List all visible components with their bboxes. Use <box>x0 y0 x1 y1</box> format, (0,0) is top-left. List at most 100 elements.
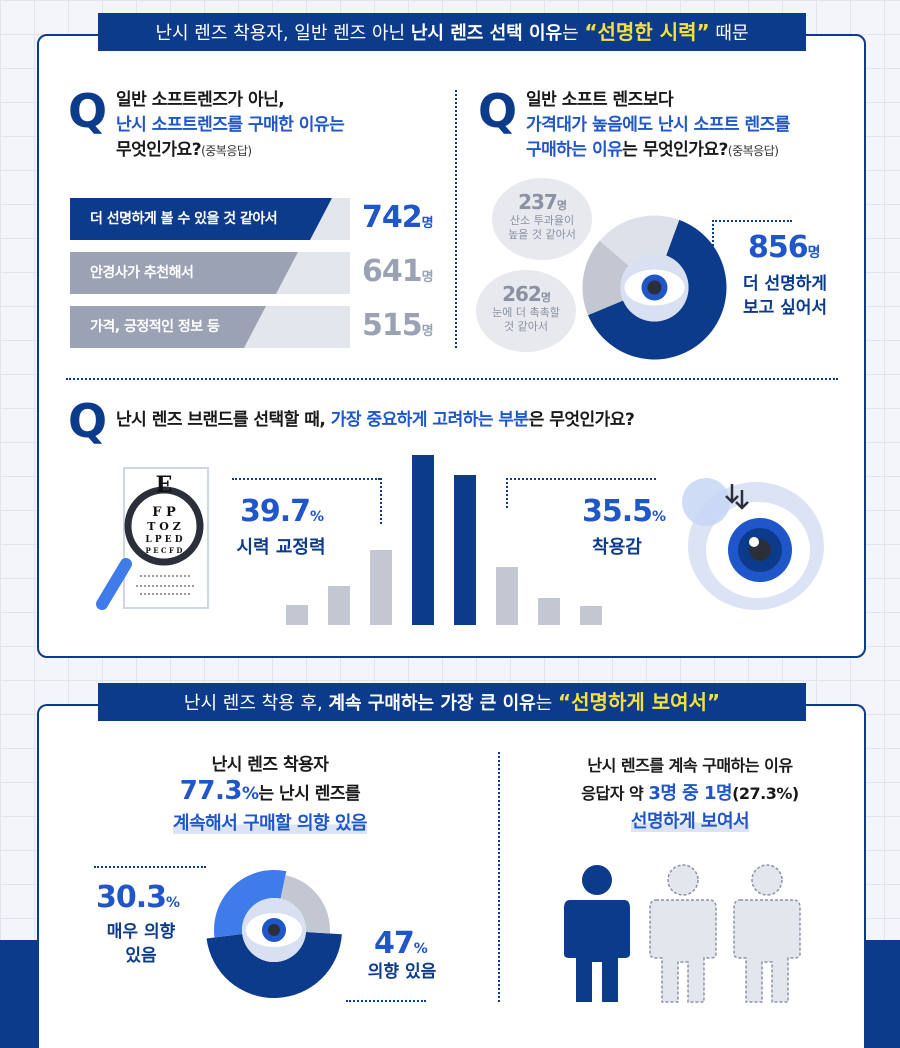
q3-bar-chart <box>286 455 602 625</box>
q1-question: 일반 소프트렌즈가 아닌, 난시 소프트렌즈를 구매한 이유는 무엇인가요?(중… <box>116 88 345 164</box>
eye-chart-row5: P E C F D <box>146 546 183 555</box>
section2-left-line3: 계속해서 구매할 의향 있음 <box>173 813 367 834</box>
q3-right-caption: 착용감 <box>592 537 642 558</box>
person-icon-outline <box>649 864 717 1003</box>
banner2-bold: 계속 구매하는 가장 큰 이유 <box>328 693 536 714</box>
section2-right-line3: 선명하게 보여서 <box>630 811 750 832</box>
eye-chart-magnifier-icon: E F P T O Z L P E D P E C F D <box>96 467 209 610</box>
banner-2: 난시 렌즈 착용 후, 계속 구매하는 가장 큰 이유는 “선명하게 보여서” <box>98 683 806 721</box>
q3-bar <box>412 455 434 625</box>
q1-bar-2-shape <box>70 252 350 294</box>
section2-left-headline: 난시 렌즈 착용자 77.3%는 난시 렌즈를 계속해서 구매할 의향 있음 <box>120 752 420 837</box>
q3-bar <box>328 586 350 625</box>
q1-bar-1: 더 선명하게 볼 수 있을 것 같아서 <box>70 198 350 240</box>
banner2-mid: 는 <box>535 693 553 714</box>
q2-main-caption: 더 선명하게 보고 싶어서 <box>742 274 828 318</box>
divider-horizontal-1 <box>66 378 838 380</box>
divider-vertical-1 <box>455 90 457 348</box>
q1-bar-2: 안경사가 추천해서 <box>70 252 350 294</box>
banner1-prefix: 난시 렌즈 착용자, 일반 렌즈 아닌 <box>155 23 406 44</box>
q2-line3b: 는 무엇인가요? <box>622 140 728 160</box>
q2-leader-h <box>712 220 792 222</box>
bubble-oxygen-desc2: 높을 것 같아서 <box>508 228 576 241</box>
q3-bar <box>454 475 476 625</box>
person-icon-filled <box>564 865 630 1002</box>
q1-value-2: 641명 <box>362 254 434 289</box>
section2-donut-chart <box>206 870 342 998</box>
q3-question: 난시 렌즈 브랜드를 선택할 때, 가장 중요하게 고려하는 부분은 무엇인가요… <box>116 410 635 430</box>
q3-bar <box>370 550 392 625</box>
bubble-oxygen: 237명 산소 투과율이 높을 것 같아서 <box>492 178 592 260</box>
bubble-oxygen-value: 237 <box>518 190 558 214</box>
q3-leader-right-h <box>506 478 656 480</box>
banner2-highlight: “선명하게 보여서” <box>558 690 721 714</box>
divider-vertical-2 <box>498 752 500 1002</box>
q3-bar <box>538 598 560 625</box>
section2-pie-right-value: 47% <box>374 926 428 961</box>
bubble-moist: 262명 눈에 더 촉촉할 것 같아서 <box>476 270 576 352</box>
q2-question: 일반 소프트 렌즈보다 가격대가 높음에도 난시 소프트 렌즈를 구매하는 이유… <box>526 88 790 164</box>
q2-donut-slice <box>599 215 680 266</box>
section2-pie-left-value: 30.3% <box>96 880 180 915</box>
s2-leader-right-h <box>346 1000 426 1002</box>
eye-chart-row2: F P <box>152 505 176 520</box>
section2-pie-right-caption: 의향 있음 <box>367 962 437 982</box>
q1-note: (중복응답) <box>201 144 252 158</box>
q1-value-1: 742명 <box>362 200 434 235</box>
q1-line1: 일반 소프트렌즈가 아닌, <box>116 90 285 110</box>
q1-bar-3-shape <box>70 306 350 348</box>
section2-left-line1: 난시 렌즈 착용자 <box>211 755 329 775</box>
eye-chart-row3: T O Z <box>147 520 180 533</box>
q3-leader-left-v <box>380 478 382 524</box>
survey-card-2 <box>37 704 866 1048</box>
q3-leader-left-h <box>232 478 380 480</box>
q1-value-3: 515명 <box>362 308 434 343</box>
bubble-moist-value: 262 <box>502 282 542 306</box>
section2-donut-slice <box>280 875 330 934</box>
q3-bar <box>286 605 308 625</box>
section2-donut-slice <box>206 932 342 998</box>
q1-bar-1-label: 더 선명하게 볼 수 있을 것 같아서 <box>90 211 278 227</box>
q1-line2: 난시 소프트렌즈를 구매한 이유는 <box>116 115 345 135</box>
q2-donut-slice <box>587 219 727 360</box>
q2-note: (중복응답) <box>727 144 779 158</box>
q2-eye-pupil <box>647 280 662 295</box>
person-icon-outline <box>733 864 801 1003</box>
q2-line3a: 구매하는 이유 <box>526 140 623 160</box>
q1-bar-1-shape <box>70 198 350 240</box>
section2-donut-slice <box>214 870 287 938</box>
eye-chart-row4: L P E D <box>145 535 182 545</box>
s2-leader-left-h <box>94 866 206 868</box>
q2-line2: 가격대가 높음에도 난시 소프트 렌즈를 <box>526 115 790 135</box>
eye-chart-row1: E <box>156 472 173 498</box>
section2-right-headline: 난시 렌즈를 계속 구매하는 이유 응답자 약 3명 중 1명(27.3%) 선… <box>520 752 860 836</box>
q1-bar-3: 가격, 긍정적인 정보 등 <box>70 306 350 348</box>
banner1-bold: 난시 렌즈 선택 이유 <box>410 23 563 44</box>
q1-mark: Q <box>68 84 108 138</box>
bubble-moist-desc1: 눈에 더 촉촉할 <box>492 306 560 319</box>
q2-donut-slice <box>582 240 629 316</box>
lens-eye-icon <box>682 478 824 610</box>
q2-leader-v <box>712 220 714 250</box>
section2-right-highlight: 3명 중 1명 <box>648 783 733 804</box>
section2-left-line2: 는 난시 렌즈를 <box>258 784 361 804</box>
q3-leader-right-v <box>506 478 508 508</box>
section2-right-line1: 난시 렌즈를 계속 구매하는 이유 <box>587 756 793 775</box>
q3-mark: Q <box>68 394 108 448</box>
banner1-highlight: “선명한 시력” <box>584 20 710 44</box>
bubble-oxygen-desc1: 산소 투과율이 <box>509 214 575 227</box>
banner1-suffix: 때문 <box>715 23 749 44</box>
banner1-mid: 는 <box>562 23 579 44</box>
q3-left-caption: 시력 교정력 <box>236 537 326 558</box>
q3-right-value: 35.5% <box>582 494 666 529</box>
q1-bar-2-label: 안경사가 추천해서 <box>90 265 194 281</box>
q2-main-value: 856명 <box>748 230 821 265</box>
q1-line3: 무엇인가요? <box>116 140 202 160</box>
section2-pie-left-caption: 매우 의향 있음 <box>106 922 176 966</box>
q2-line1: 일반 소프트 렌즈보다 <box>526 90 674 110</box>
q2-donut-chart <box>582 215 727 360</box>
q2-mark: Q <box>478 84 518 138</box>
banner-1: 난시 렌즈 착용자, 일반 렌즈 아닌 난시 렌즈 선택 이유는 “선명한 시력… <box>98 13 806 51</box>
bubble-moist-desc2: 것 같아서 <box>504 320 548 333</box>
section2-left-value: 77.3 <box>179 776 243 806</box>
